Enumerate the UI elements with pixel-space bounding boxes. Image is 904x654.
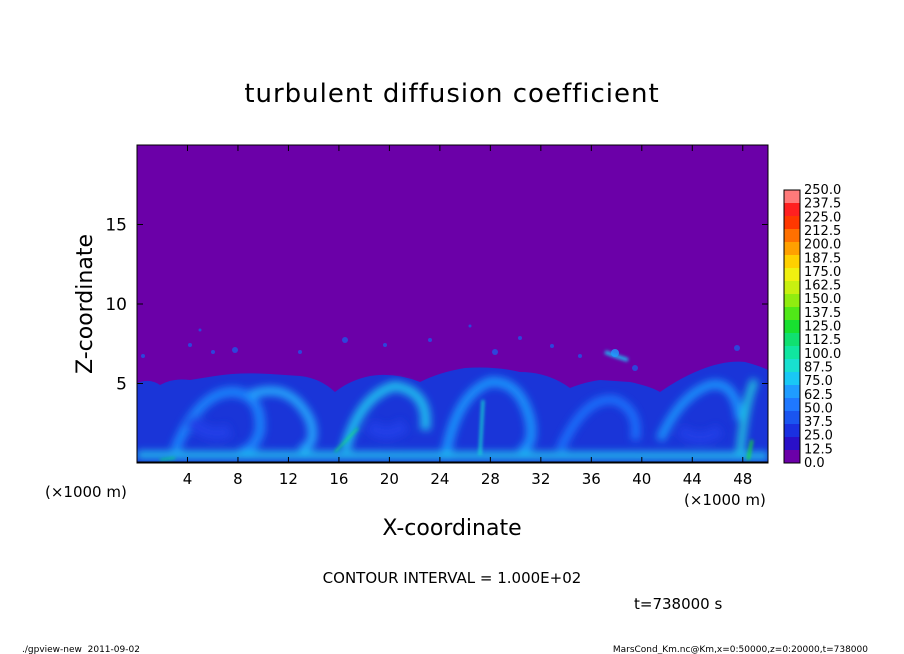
colorbar-swatch: [784, 398, 800, 411]
colorbar-label: 100.0: [804, 347, 841, 362]
x-unit-label-left: (×1000 m): [45, 483, 127, 501]
turbulent-layer: [137, 361, 768, 463]
colorbar-swatch: [784, 372, 800, 385]
colorbar-label: 87.5: [804, 360, 833, 375]
colorbar-swatch: [784, 346, 800, 359]
footer-right: MarsCond_Km.nc@Km,x=0:50000,z=0:20000,t=…: [613, 645, 868, 654]
colorbar-swatch: [784, 255, 800, 268]
colorbar-label: 125.0: [804, 320, 841, 335]
colorbar-label: 50.0: [804, 401, 833, 416]
x-axis-title: X-coordinate: [382, 516, 521, 541]
x-tick-label: 32: [531, 470, 550, 488]
colorbar-label: 225.0: [804, 210, 841, 225]
x-tick-label: 12: [279, 470, 298, 488]
colorbar-swatch: [784, 268, 800, 281]
colorbar-swatch: [784, 411, 800, 424]
footer-left: ./gpview-new 2011-09-02: [22, 645, 140, 654]
x-axis: 4 8 12 16 20 24 28 32 36 40 44 48: [183, 145, 752, 488]
colorbar-label: 250.0: [804, 183, 841, 198]
colorbar-label: 137.5: [804, 306, 841, 321]
chart-title: turbulent diffusion coefficient: [244, 79, 659, 109]
y-tick-label: 10: [105, 295, 127, 315]
plot-area: [137, 145, 768, 463]
colorbar-label: 162.5: [804, 279, 841, 294]
colorbar-label: 37.5: [804, 415, 833, 430]
colorbar-swatch: [784, 203, 800, 216]
colorbar-label: 237.5: [804, 197, 841, 212]
colorbar-swatch: [784, 359, 800, 372]
colorbar-label: 200.0: [804, 238, 841, 253]
colorbar-swatch: [784, 385, 800, 398]
colorbar-swatch: [784, 320, 800, 333]
x-tick-label: 20: [380, 470, 399, 488]
colorbar-swatch: [784, 333, 800, 346]
x-tick-label: 48: [733, 470, 752, 488]
colorbar-label: 175.0: [804, 265, 841, 280]
colorbar-frame: [783, 189, 801, 464]
y-tick-label: 15: [105, 216, 127, 236]
colorbar-swatch: [784, 190, 800, 203]
colorbar-label: 150.0: [804, 292, 841, 307]
colorbar-swatch: [784, 424, 800, 437]
colorbar-swatch: [784, 450, 800, 463]
y-axis: 5 10 15: [105, 216, 768, 395]
x-tick-label: 44: [683, 470, 702, 488]
scattered-patches: [141, 324, 740, 371]
colorbar-label: 75.0: [804, 374, 833, 389]
colorbar-label: 0.0: [804, 456, 825, 471]
colorbar-swatch: [784, 242, 800, 255]
x-tick-label: 28: [481, 470, 500, 488]
colorbar-swatch: [784, 229, 800, 242]
y-axis-title: Z-coordinate: [73, 234, 98, 374]
colorbar-swatch: [784, 294, 800, 307]
colorbar-label: 112.5: [804, 333, 841, 348]
x-tick-label: 36: [582, 470, 601, 488]
y-tick-label: 5: [116, 375, 127, 395]
x-unit-label-right: (×1000 m): [684, 491, 766, 509]
contour-interval: CONTOUR INTERVAL = 1.000E+02: [323, 569, 582, 587]
x-tick-label: 8: [233, 470, 243, 488]
colorbar-label: 25.0: [804, 429, 833, 444]
colorbar-label: 12.5: [804, 442, 833, 457]
eddy-structures: [137, 376, 768, 461]
colorbar: 0.012.525.037.550.062.575.087.5100.0112.…: [783, 183, 841, 471]
colorbar-swatch: [784, 307, 800, 320]
colorbar-swatch: [784, 437, 800, 450]
x-tick-label: 24: [430, 470, 449, 488]
time-label: t=738000 s: [634, 595, 722, 613]
x-tick-label: 40: [632, 470, 651, 488]
colorbar-label: 187.5: [804, 251, 841, 266]
colorbar-label: 62.5: [804, 388, 833, 403]
x-tick-label: 16: [329, 470, 348, 488]
colorbar-label: 212.5: [804, 224, 841, 239]
x-tick-label: 4: [183, 470, 193, 488]
colorbar-swatch: [784, 216, 800, 229]
colorbar-swatch: [784, 281, 800, 294]
